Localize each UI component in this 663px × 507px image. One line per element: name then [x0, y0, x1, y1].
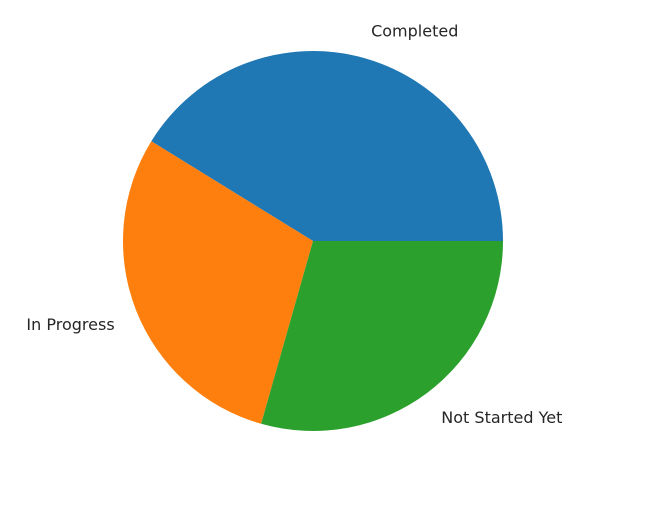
slice-label-in-progress: In Progress: [26, 315, 114, 334]
pie-slice-completed: [151, 51, 503, 242]
pie-slice-not-started-yet: [261, 241, 504, 432]
slice-label-completed: Completed: [371, 21, 458, 40]
slice-label-not-started-yet: Not Started Yet: [441, 408, 562, 427]
pie-slice-in-progress: [122, 141, 313, 424]
